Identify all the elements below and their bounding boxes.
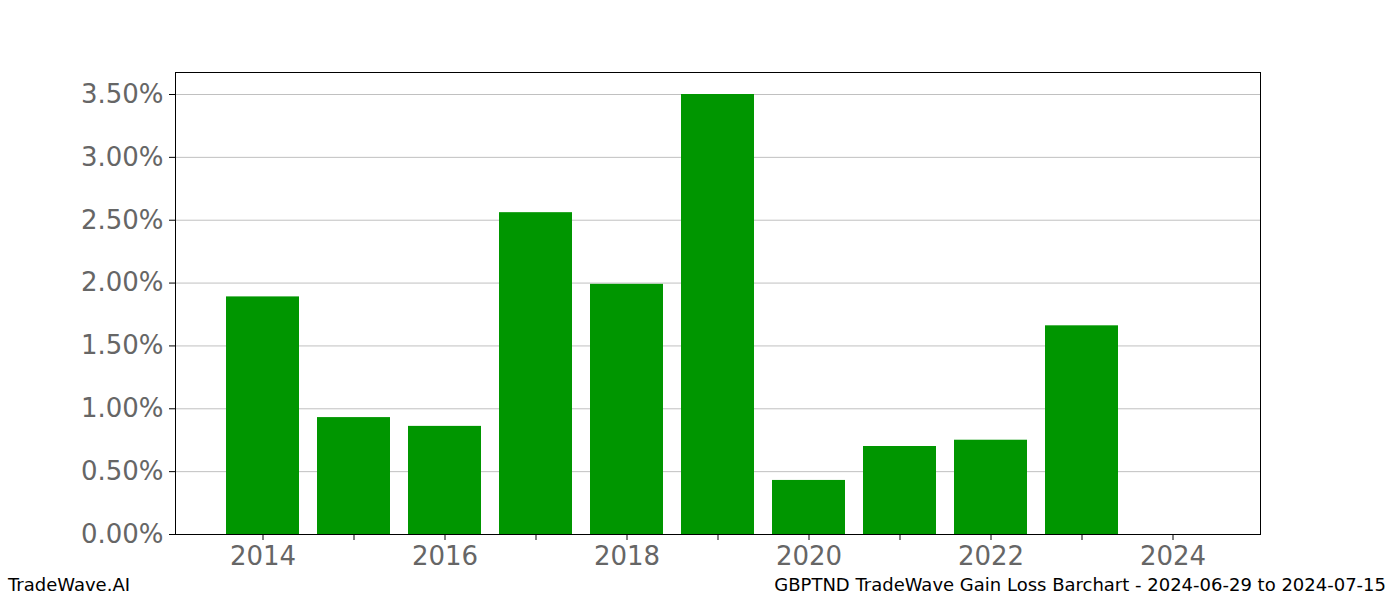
svg-text:2.50%: 2.50% <box>81 205 164 235</box>
svg-text:3.50%: 3.50% <box>81 79 164 109</box>
svg-text:0.00%: 0.00% <box>81 519 164 549</box>
svg-text:2022: 2022 <box>958 541 1024 571</box>
svg-text:3.00%: 3.00% <box>81 142 164 172</box>
svg-text:2016: 2016 <box>412 541 478 571</box>
html-text:GBPTND TradeWave Gain Loss Bar: GBPTND TradeWave Gain Loss Barchart - 20… <box>774 574 1386 595</box>
html-text:TradeWave.AI: TradeWave.AI <box>8 574 130 595</box>
svg-text:0.50%: 0.50% <box>81 456 164 486</box>
svg-text:2018: 2018 <box>594 541 660 571</box>
svg-text:2024: 2024 <box>1140 541 1206 571</box>
svg-text:2.00%: 2.00% <box>81 267 164 297</box>
svg-text:2020: 2020 <box>776 541 842 571</box>
svg-text:1.50%: 1.50% <box>81 330 164 360</box>
svg-text:2014: 2014 <box>230 541 296 571</box>
svg-text:1.00%: 1.00% <box>81 393 164 423</box>
